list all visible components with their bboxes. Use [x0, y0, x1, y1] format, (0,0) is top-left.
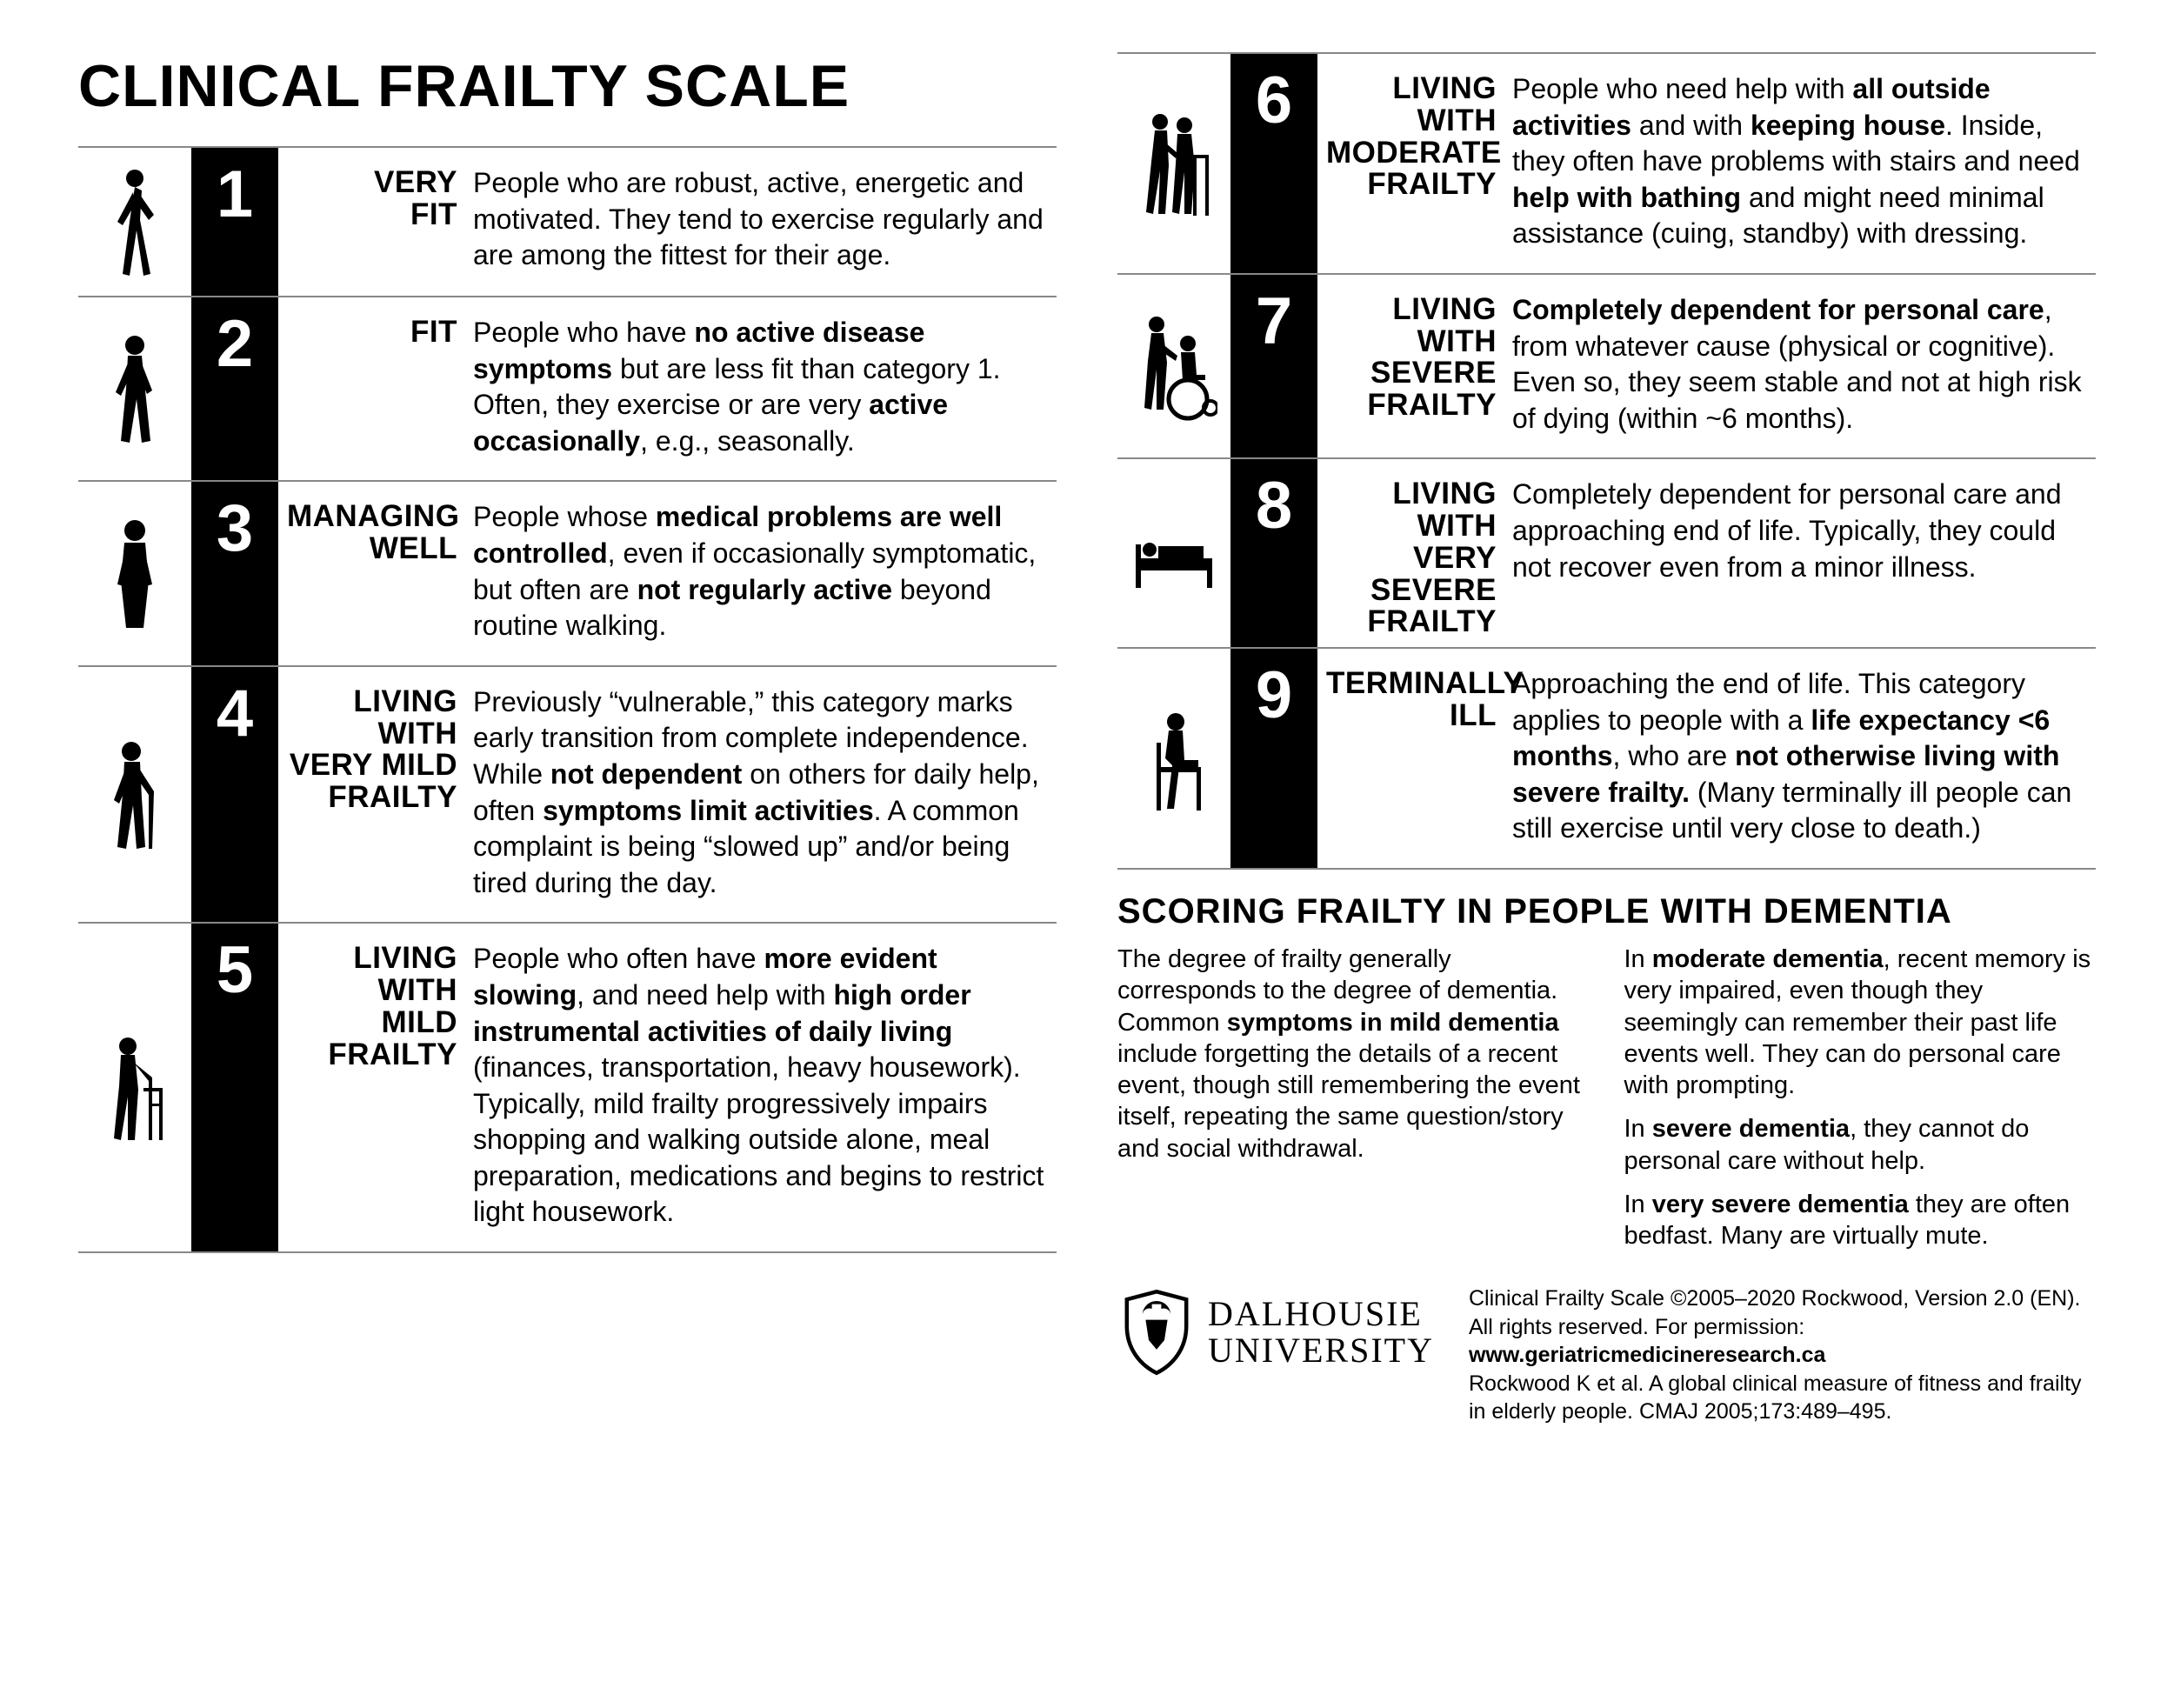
- rows-left: 1VERYFITPeople who are robust, active, e…: [78, 146, 1057, 1251]
- scale-label: MANAGINGWELL: [278, 482, 470, 664]
- standing-icon: [78, 482, 191, 664]
- scale-description: People who have no active disease sympto…: [470, 297, 1057, 480]
- scale-number: 8: [1230, 459, 1317, 647]
- scale-number: 3: [191, 482, 278, 664]
- scale-number: 9: [1230, 649, 1317, 868]
- scale-description: Approaching the end of life. This catego…: [1509, 649, 2096, 868]
- scale-row-1: 1VERYFITPeople who are robust, active, e…: [78, 146, 1057, 297]
- scale-row-8: 8LIVINGWITH VERYSEVEREFRAILTYCompletely …: [1117, 457, 2096, 649]
- assisted-walker-icon: [1117, 54, 1230, 273]
- scale-row-4: 4LIVINGWITHVERY MILDFRAILTYPreviously “v…: [78, 665, 1057, 924]
- dementia-left: The degree of frailty generally correspo…: [1117, 944, 1590, 1264]
- dementia-right: In moderate dementia, recent memory is v…: [1624, 944, 2097, 1264]
- scale-description: Completely dependent for personal care a…: [1509, 459, 2096, 647]
- scale-description: People whose medical problems are well c…: [470, 482, 1057, 664]
- university-block: DALHOUSIE UNIVERSITY: [1117, 1284, 1434, 1380]
- university-name: DALHOUSIE UNIVERSITY: [1208, 1296, 1434, 1369]
- scale-label: LIVINGWITHSEVEREFRAILTY: [1317, 275, 1509, 457]
- left-column: CLINICAL FRAILTY SCALE 1VERYFITPeople wh…: [78, 52, 1057, 1673]
- scale-description: Previously “vulnerable,” this category m…: [470, 667, 1057, 923]
- scale-label: LIVINGWITHMILDFRAILTY: [278, 924, 470, 1251]
- scale-row-9: 9TERMINALLYILLApproaching the end of lif…: [1117, 647, 2096, 870]
- scale-label: LIVINGWITH VERYSEVEREFRAILTY: [1317, 459, 1509, 647]
- chair-sitting-icon: [1117, 649, 1230, 868]
- wheelchair-pushed-icon: [1117, 275, 1230, 457]
- scale-number: 4: [191, 667, 278, 923]
- scale-label: TERMINALLYILL: [1317, 649, 1509, 868]
- scale-number: 5: [191, 924, 278, 1251]
- scale-number: 7: [1230, 275, 1317, 457]
- scale-description: Completely dependent for personal care, …: [1509, 275, 2096, 457]
- credits: Clinical Frailty Scale ©2005–2020 Rockwo…: [1469, 1284, 2096, 1426]
- scale-row-3: 3MANAGINGWELLPeople whose medical proble…: [78, 480, 1057, 666]
- scale-label: VERYFIT: [278, 148, 470, 296]
- scale-label: LIVINGWITHMODERATEFRAILTY: [1317, 54, 1509, 273]
- shield-icon: [1117, 1284, 1196, 1380]
- scale-label: LIVINGWITHVERY MILDFRAILTY: [278, 667, 470, 923]
- bed-icon: [1117, 459, 1230, 647]
- scale-number: 2: [191, 297, 278, 480]
- university-line1: DALHOUSIE: [1208, 1296, 1434, 1332]
- right-column: 6LIVINGWITHMODERATEFRAILTYPeople who nee…: [1117, 52, 2096, 1673]
- scale-row-6: 6LIVINGWITHMODERATEFRAILTYPeople who nee…: [1117, 52, 2096, 275]
- dementia-left-p: The degree of frailty generally correspo…: [1117, 944, 1590, 1164]
- dementia-columns: The degree of frailty generally correspo…: [1117, 944, 2096, 1264]
- page-title: CLINICAL FRAILTY SCALE: [78, 52, 1057, 120]
- scale-description: People who often have more evident slowi…: [470, 924, 1057, 1251]
- walking-icon: [78, 297, 191, 480]
- scale-row-5: 5LIVINGWITHMILDFRAILTYPeople who often h…: [78, 922, 1057, 1253]
- cane-icon: [78, 667, 191, 923]
- university-line2: UNIVERSITY: [1208, 1332, 1434, 1369]
- scale-row-7: 7LIVINGWITHSEVEREFRAILTYCompletely depen…: [1117, 273, 2096, 459]
- scale-description: People who need help with all outside ac…: [1509, 54, 2096, 273]
- footer: DALHOUSIE UNIVERSITY Clinical Frailty Sc…: [1117, 1284, 2096, 1426]
- walker-icon: [78, 924, 191, 1251]
- scale-description: People who are robust, active, energetic…: [470, 148, 1057, 296]
- scale-row-2: 2FITPeople who have no active disease sy…: [78, 296, 1057, 482]
- walking-fit-icon: [78, 148, 191, 296]
- dementia-right-p2: In severe dementia, they cannot do perso…: [1624, 1113, 2097, 1177]
- dementia-right-p1: In moderate dementia, recent memory is v…: [1624, 944, 2097, 1101]
- dementia-right-p3: In very severe dementia they are often b…: [1624, 1189, 2097, 1252]
- scale-number: 1: [191, 148, 278, 296]
- scale-number: 6: [1230, 54, 1317, 273]
- scale-label: FIT: [278, 297, 470, 480]
- dementia-title: SCORING FRAILTY IN PEOPLE WITH DEMENTIA: [1117, 892, 2096, 931]
- rows-right: 6LIVINGWITHMODERATEFRAILTYPeople who nee…: [1117, 52, 2096, 868]
